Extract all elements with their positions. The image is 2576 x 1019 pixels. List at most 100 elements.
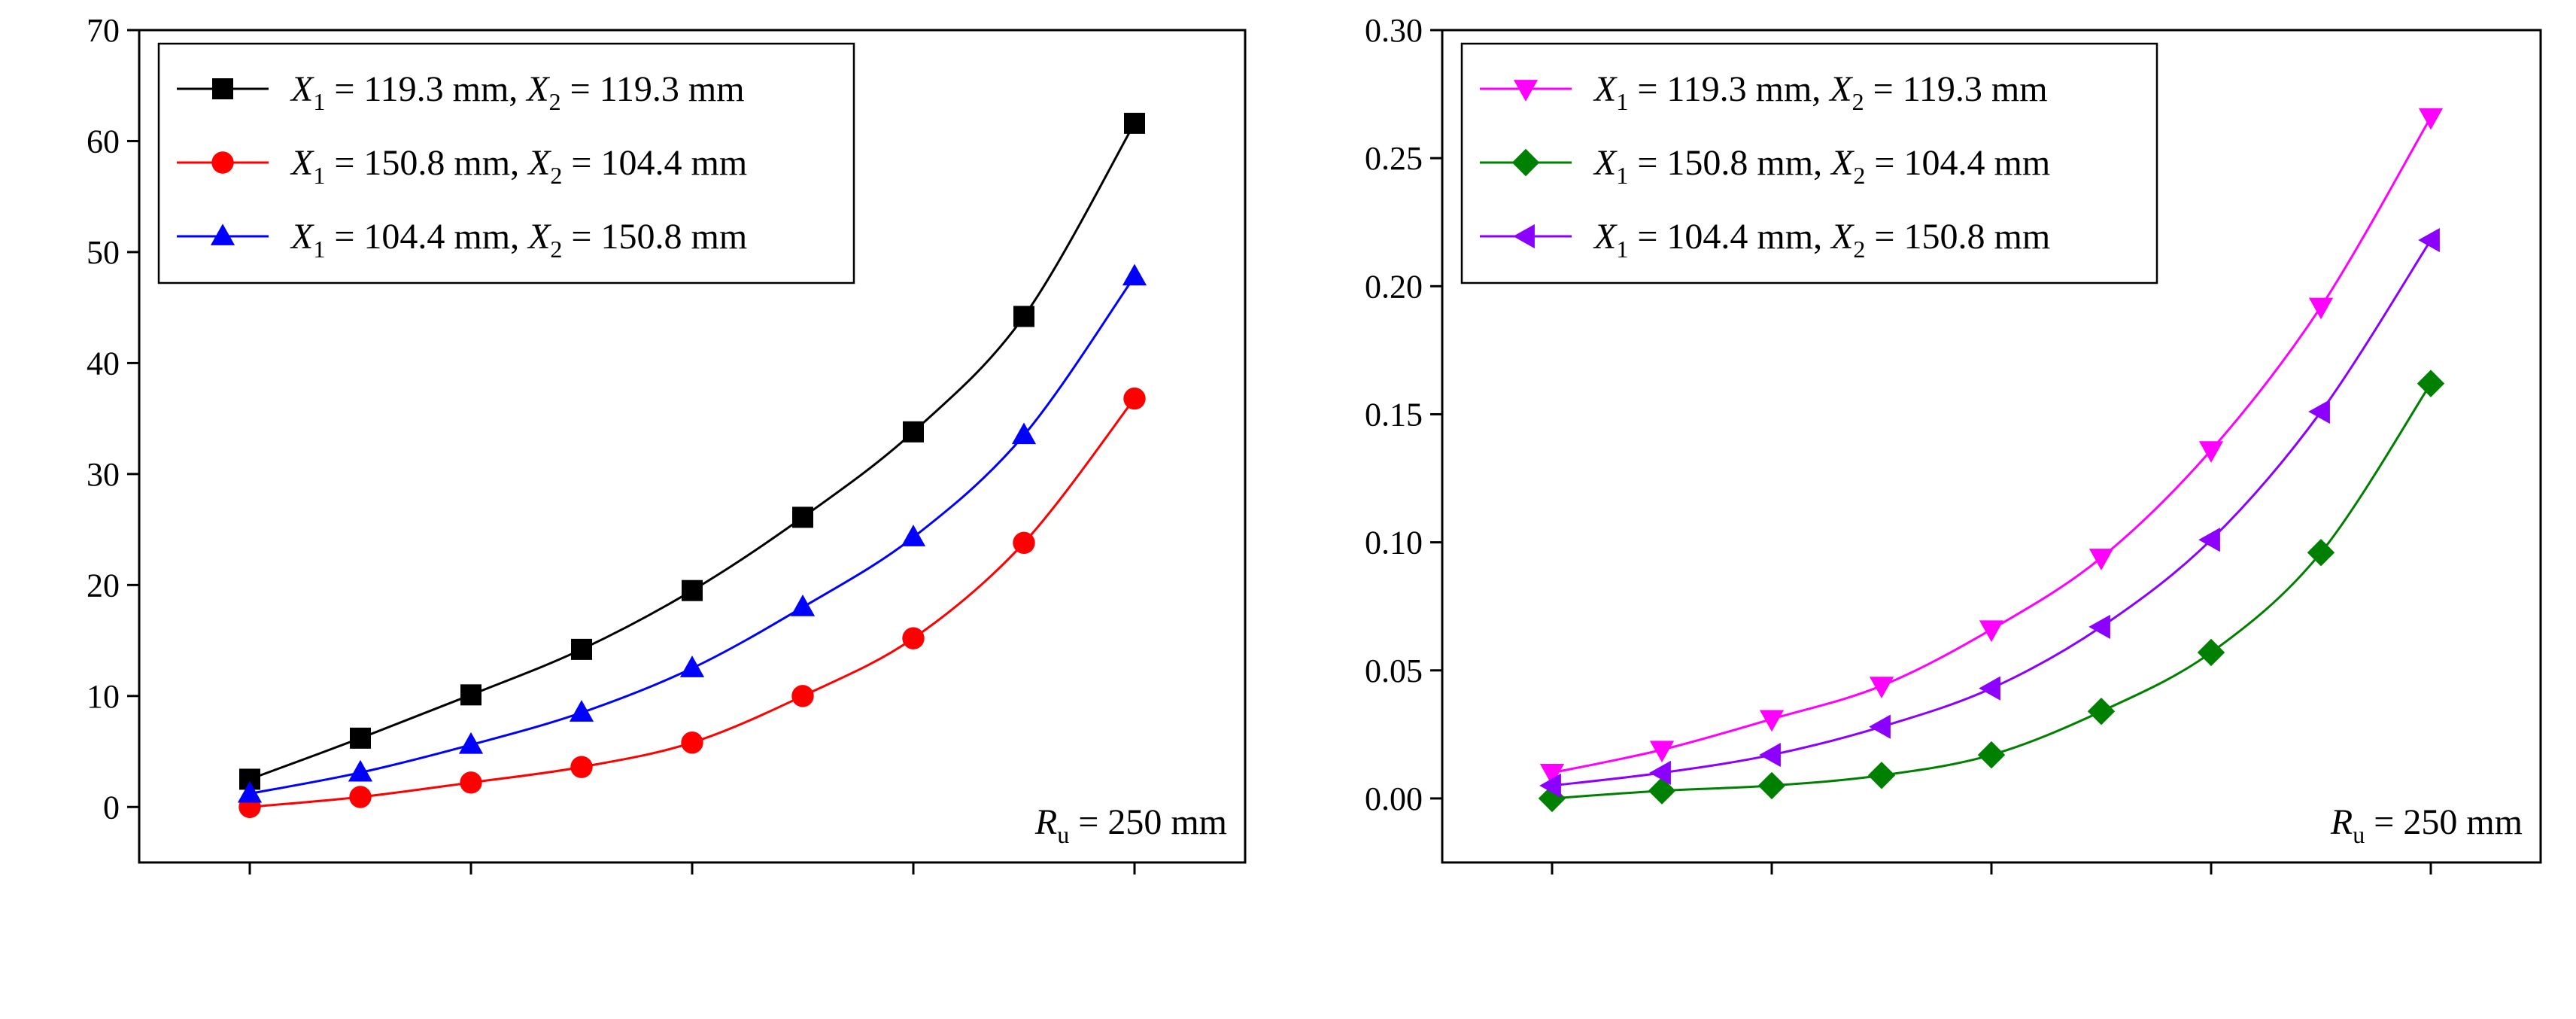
y-tick-label: 70 [87, 12, 120, 49]
data-point [2087, 698, 2116, 725]
data-point [571, 638, 592, 660]
series-0 [1539, 108, 2444, 786]
data-point [2418, 108, 2444, 130]
series-2 [237, 263, 1147, 803]
legend-marker [212, 78, 233, 99]
data-point [1757, 771, 1786, 800]
y-tick-label: 0.20 [1365, 268, 1423, 305]
data-point [237, 780, 263, 803]
data-point [1869, 714, 1891, 739]
y-axis: 0.00 0.05 0.10 0.15 0.20 0.25 0.30 [1365, 12, 1442, 817]
legend-marker [210, 224, 235, 245]
data-point [1123, 387, 1146, 410]
data-point [1649, 741, 1675, 763]
x-axis [248, 862, 1136, 875]
data-point [1013, 531, 1035, 554]
chart-a-svg: 0 10 20 30 40 50 60 70 Ru = 250 mm X1 = 119.3 mm,… [87, 12, 1247, 875]
data-point [350, 727, 371, 749]
legend-label: X1 = 104.4 mm, X2 = 150.8 mm [1593, 217, 2050, 263]
series-line [1551, 382, 2432, 800]
chart-panel-b: 0.00 0.05 0.10 0.15 0.20 0.25 0.30 Ru = 250 mm X… [1288, 0, 2576, 1019]
y-tick-label: 0.05 [1365, 652, 1423, 689]
data-point [1124, 112, 1145, 134]
data-point [681, 732, 703, 754]
series-line [1551, 239, 2432, 787]
data-point [1979, 676, 2000, 701]
data-point [679, 656, 705, 677]
series-0 [239, 112, 1145, 790]
legend-item: X1 = 150.8 mm, X2 = 104.4 mm [1480, 143, 2050, 189]
legend-item: X1 = 150.8 mm, X2 = 104.4 mm [177, 143, 747, 189]
x-axis [1551, 862, 2432, 875]
legend-marker [1513, 80, 1539, 102]
series-line [1551, 116, 2432, 774]
data-point [1539, 773, 1561, 798]
data-point [1013, 306, 1034, 327]
legend-marker [211, 151, 234, 174]
data-point [458, 732, 484, 754]
data-point [1648, 777, 1676, 805]
y-tick-label: 0 [103, 789, 120, 826]
series-1 [238, 387, 1146, 818]
y-tick-label: 0.15 [1365, 396, 1423, 433]
data-point [460, 684, 481, 706]
data-point [1011, 422, 1037, 445]
legend: X1 = 119.3 mm, X2 = 119.3 mm X1 = 150.8 m… [157, 42, 855, 284]
y-tick-label: 0.10 [1365, 525, 1423, 561]
data-point [791, 685, 814, 707]
legend-label: X1 = 119.3 mm, X2 = 119.3 mm [290, 69, 745, 115]
data-point [2197, 638, 2225, 667]
data-point [2198, 441, 2224, 463]
data-point [1539, 763, 1565, 786]
y-tick-label: 10 [87, 678, 120, 715]
legend-marker [1513, 224, 1535, 249]
legend-box [157, 42, 855, 284]
data-point [349, 786, 372, 808]
legend-label: X1 = 104.4 mm, X2 = 150.8 mm [290, 217, 747, 263]
series-line [249, 275, 1136, 795]
annotation-ru: Ru = 250 mm [2330, 802, 2523, 848]
data-point [1869, 677, 1894, 698]
data-point [1867, 762, 1896, 789]
legend-label: X1 = 150.8 mm, X2 = 104.4 mm [290, 143, 747, 189]
y-tick-label: 0.00 [1365, 780, 1423, 817]
legend-label: X1 = 119.3 mm, X2 = 119.3 mm [1593, 69, 2048, 115]
legend: X1 = 119.3 mm, X2 = 119.3 mm X1 = 150.8 m… [1460, 42, 2158, 284]
data-point [348, 759, 373, 782]
chart-b-svg: 0.00 0.05 0.10 0.15 0.20 0.25 0.30 Ru = 250 mm X… [1365, 12, 2542, 875]
data-point [2088, 614, 2110, 640]
y-tick-label: 20 [87, 567, 120, 604]
legend-item: X1 = 119.3 mm, X2 = 119.3 mm [177, 69, 745, 115]
legend-marker [1511, 148, 1540, 177]
data-point [901, 525, 926, 546]
data-point [2417, 370, 2445, 397]
data-point [2308, 399, 2330, 424]
data-point [792, 506, 813, 528]
data-point [2198, 528, 2220, 552]
data-point [570, 756, 593, 778]
y-tick-label: 60 [87, 123, 120, 160]
data-point [1122, 263, 1147, 286]
data-point [903, 421, 924, 443]
y-tick-label: 40 [87, 345, 120, 382]
data-point [2088, 549, 2114, 570]
y-tick-label: 0.30 [1365, 12, 1423, 49]
y-tick-label: 50 [87, 234, 120, 271]
data-point [2307, 539, 2335, 567]
data-point [569, 700, 594, 722]
data-point [1979, 620, 2004, 643]
chart-panel-a: 0 10 20 30 40 50 60 70 Ru = 250 mm X1 = 119.3 mm,… [87, 12, 1247, 875]
series-2 [1539, 227, 2440, 798]
data-point [790, 595, 816, 616]
data-point [460, 771, 482, 794]
data-point [1977, 741, 2006, 769]
data-point [2418, 227, 2440, 253]
data-point [682, 579, 703, 601]
annotation-ru: Ru = 250 mm [1034, 802, 1227, 848]
y-axis: 0 10 20 30 40 50 60 70 [87, 12, 139, 826]
data-point [2308, 297, 2334, 320]
legend-box [1460, 42, 2158, 284]
data-point [902, 627, 925, 649]
legend-item: X1 = 104.4 mm, X2 = 150.8 mm [177, 217, 747, 263]
legend-label: X1 = 150.8 mm, X2 = 104.4 mm [1593, 143, 2050, 189]
